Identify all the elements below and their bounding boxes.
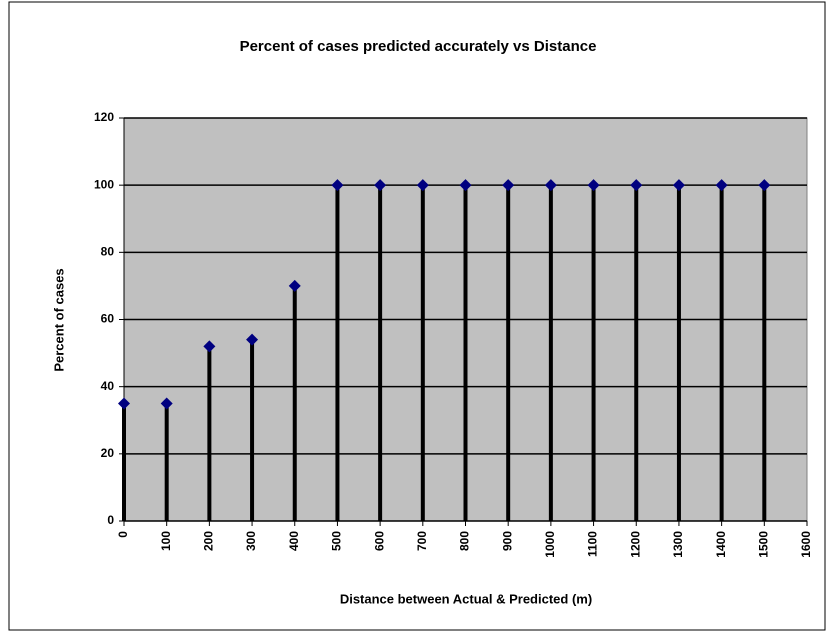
chart-title: Percent of cases predicted accurately vs…	[240, 38, 597, 55]
x-tick-label: 600	[372, 531, 386, 551]
marker	[374, 179, 387, 192]
y-tick-label: 120	[94, 110, 114, 124]
marker	[246, 333, 259, 346]
y-tick-label: 0	[107, 513, 114, 527]
x-tick-label: 1200	[628, 531, 642, 558]
x-tick-label: 900	[500, 531, 514, 551]
x-tick-label: 200	[202, 531, 216, 551]
y-tick-label: 80	[101, 245, 115, 259]
x-tick-label: 1100	[586, 531, 600, 557]
x-tick-label: 1500	[756, 531, 770, 558]
x-tick-label: 400	[287, 531, 301, 551]
x-tick-label: 1300	[671, 531, 685, 558]
marker	[288, 279, 301, 292]
x-tick-label: 1400	[714, 531, 728, 558]
marker	[416, 179, 429, 192]
x-tick-label: 100	[159, 531, 173, 551]
x-tick-label: 300	[244, 531, 258, 551]
y-tick-label: 40	[101, 379, 115, 393]
marker	[587, 179, 600, 192]
marker	[672, 179, 685, 192]
y-tick-label: 100	[94, 177, 114, 191]
x-tick-label: 1000	[543, 531, 557, 558]
marker	[544, 179, 557, 192]
marker	[630, 179, 643, 192]
marker	[758, 179, 771, 192]
y-axis-title: Percent of cases	[51, 268, 66, 371]
x-tick-label: 800	[458, 531, 472, 551]
y-tick-label: 20	[101, 446, 115, 460]
marker	[331, 179, 344, 192]
x-tick-label: 1600	[799, 531, 813, 558]
x-tick-label: 500	[330, 531, 344, 551]
marker	[118, 397, 130, 410]
x-tick-label: 700	[415, 531, 429, 551]
x-axis-title: Distance between Actual & Predicted (m)	[340, 591, 592, 606]
x-tick-label: 0	[116, 531, 130, 538]
y-tick-label: 60	[101, 312, 115, 326]
marker	[160, 397, 173, 410]
marker	[459, 179, 472, 192]
marker	[502, 179, 515, 192]
marker	[715, 179, 728, 192]
marker	[203, 340, 216, 353]
